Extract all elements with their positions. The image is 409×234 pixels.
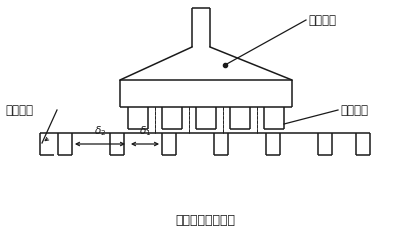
Text: 定子小齿: 定子小齿 — [339, 103, 367, 117]
Text: $\delta_1$: $\delta_1$ — [139, 124, 151, 138]
Text: $\delta_2$: $\delta_2$ — [94, 124, 106, 138]
Text: 定子主极: 定子主极 — [307, 14, 335, 26]
Text: 转子小齿: 转子小齿 — [5, 103, 33, 117]
Text: 微调定子小齿结构: 微调定子小齿结构 — [175, 213, 234, 227]
